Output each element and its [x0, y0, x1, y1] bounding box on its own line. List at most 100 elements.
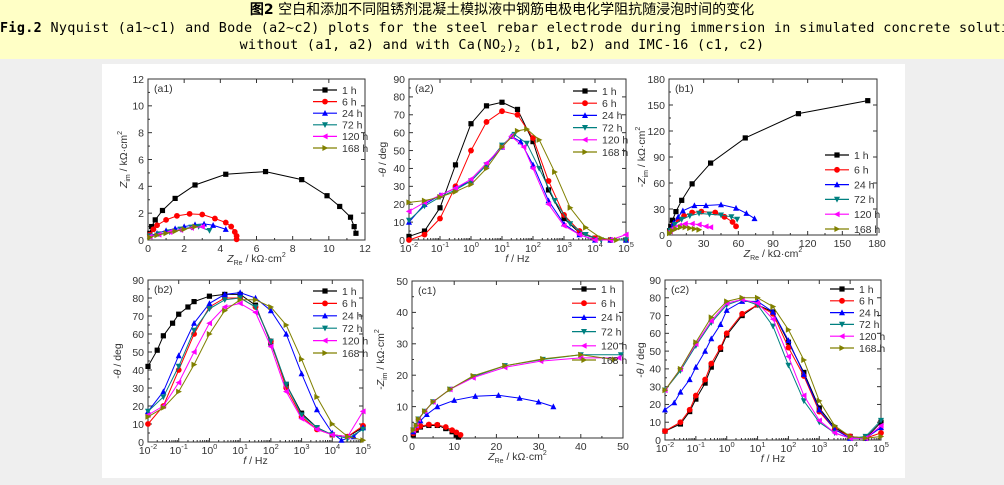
x-tick-base: 10 [324, 445, 336, 457]
data-point [175, 379, 182, 386]
legend-entry: 1 h [573, 86, 617, 98]
data-point [540, 355, 547, 362]
legend-marker [581, 136, 588, 143]
x-tick-base: 10 [618, 243, 630, 255]
data-point [186, 210, 193, 217]
x-tick-exponent: 5 [367, 442, 371, 451]
x-axis-label: f / Hz [505, 253, 530, 265]
legend-marker [582, 149, 589, 155]
legend-label: 24 h [342, 108, 363, 120]
data-point [816, 417, 822, 424]
y-tick-label: 0 [659, 230, 665, 242]
data-point [582, 232, 589, 238]
y-tick-label: 0 [655, 435, 661, 447]
series-line [664, 300, 882, 439]
data-point [313, 426, 320, 433]
data-point [734, 216, 741, 223]
x-tick-exponent: 4 [854, 440, 858, 449]
legend-entry: 120 h [825, 209, 880, 221]
data-point [671, 222, 678, 228]
data-point [739, 294, 746, 301]
legend-entry: 1 h [313, 286, 357, 298]
data-point [687, 225, 693, 232]
data-point [468, 147, 474, 154]
data-point [800, 392, 807, 399]
x-tick-label: 0 [666, 238, 672, 250]
y-tick-label: 40 [132, 365, 144, 377]
x-tick-exponent: 0 [475, 240, 479, 249]
series-line [149, 171, 357, 234]
data-point [514, 127, 521, 134]
legend-label: 120 h [342, 131, 368, 143]
legend-label: 168 h [342, 348, 368, 360]
legend-entry: 24 h [830, 307, 880, 319]
x-tick-base: 10 [463, 243, 475, 255]
series-24h [410, 392, 557, 435]
legend-entry: 1 h [825, 150, 869, 162]
x-tick-label: 12 [359, 243, 371, 255]
data-point [591, 237, 598, 243]
data-point [236, 300, 243, 307]
data-point [185, 304, 191, 310]
legend-label: 168 h [854, 224, 880, 236]
legend-marker [833, 211, 840, 218]
legend-entry: 168 h [830, 343, 885, 355]
x-axis-label: ZRe / kΩ·cm2 [226, 252, 286, 267]
data-point [150, 226, 157, 233]
y-axis-label: -θ / deg [635, 342, 647, 378]
x-tick-label: 8 [290, 243, 296, 255]
data-point [499, 108, 505, 115]
data-point [237, 289, 244, 296]
data-point [717, 321, 724, 328]
legend-marker [582, 125, 588, 131]
y-tick-label: 20 [396, 370, 408, 382]
y-tick-label: 6 [138, 154, 144, 166]
data-point [252, 309, 259, 316]
caption-english-line2: without (a1, a2) and with Ca(NO2)2 (b1, … [0, 37, 1004, 55]
x-axis-label: ZRe / kΩ·cm2 [487, 450, 547, 465]
data-point [163, 230, 170, 237]
data-point [677, 388, 684, 395]
y-tick-label: 20 [393, 199, 405, 211]
axis-label-part: 2 [798, 247, 802, 254]
legend-label: 24 h [854, 179, 875, 191]
legend-entry: 6 h [830, 296, 874, 308]
data-point [430, 398, 437, 405]
x-tick-base: 10 [656, 443, 668, 455]
y-tick-label: 40 [396, 307, 408, 319]
data-point [283, 322, 290, 328]
legend-entry: 120 h [313, 131, 368, 143]
x-tick-label: 60 [732, 238, 744, 250]
data-point [160, 333, 166, 339]
data-point [695, 221, 702, 228]
caption-subscript: 2 [514, 45, 521, 55]
data-point [671, 399, 678, 406]
legend-label: 72 h [854, 194, 875, 206]
x-tick-label: 10-2 [139, 442, 157, 457]
legend-entry: 72 h [313, 120, 363, 132]
legend-entry: 24 h [825, 179, 875, 191]
data-point [682, 224, 689, 231]
axis-label-part: f [505, 253, 509, 265]
data-point [222, 219, 229, 226]
data-point [267, 338, 274, 345]
y-tick-label: 40 [393, 163, 405, 175]
y-tick-label: 50 [649, 346, 661, 358]
data-point [267, 307, 274, 314]
x-tick-label: 180 [868, 238, 886, 250]
y-tick-label: 30 [649, 381, 661, 393]
data-point [422, 408, 428, 415]
data-point [662, 387, 669, 394]
data-point [686, 213, 693, 220]
data-point [298, 412, 305, 419]
data-point [681, 220, 688, 227]
data-point [691, 225, 698, 232]
axis-label-part: 2 [117, 131, 124, 135]
data-point [816, 406, 823, 413]
data-point [785, 353, 792, 360]
axis-label-part: θ [377, 168, 389, 174]
data-point [468, 121, 474, 127]
data-point [406, 237, 412, 243]
x-tick-base: 10 [556, 243, 568, 255]
data-point [733, 204, 740, 211]
